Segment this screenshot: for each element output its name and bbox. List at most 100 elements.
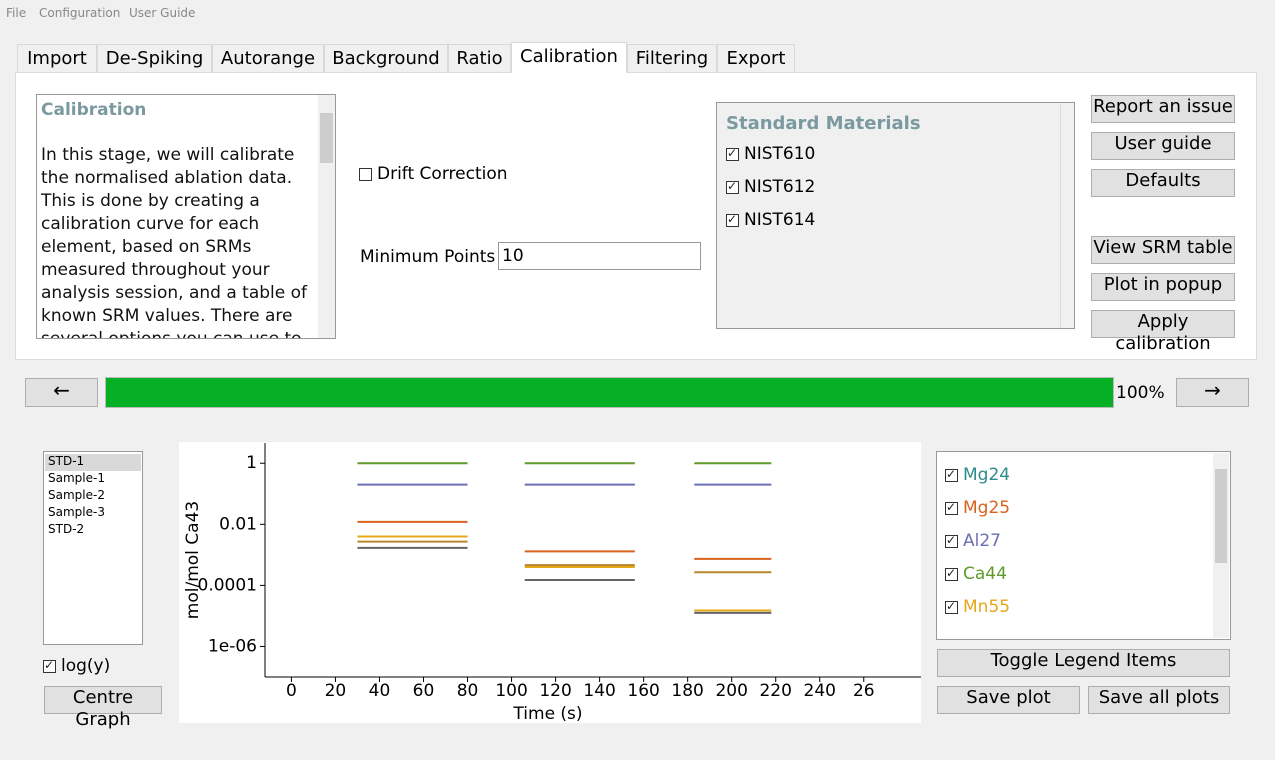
tab[interactable]: Export [717, 44, 795, 72]
button[interactable]: View SRM table [1091, 236, 1235, 264]
help-title: Calibration [41, 100, 147, 120]
legend-label: Al27 [963, 531, 1001, 551]
log-toggle[interactable]: log(y) [43, 656, 110, 676]
y-axis-label: mol/mol Ca43 [183, 501, 203, 619]
drift-correction[interactable]: Drift Correction [359, 164, 508, 184]
x-tick-label: 60 [413, 681, 435, 701]
checkbox[interactable] [945, 599, 958, 614]
checkbox[interactable] [43, 658, 56, 673]
checkbox[interactable] [726, 146, 739, 161]
menu-item[interactable]: User Guide [129, 6, 196, 20]
checkbox-label: Drift Correction [377, 164, 508, 184]
sample-list [43, 451, 143, 645]
x-tick-label: 200 [715, 681, 747, 701]
tab[interactable]: Autorange [212, 44, 324, 72]
legend-item[interactable]: Al27 [945, 531, 1001, 553]
help-text: In this stage, we will calibrate the nor… [41, 145, 308, 339]
legend-label: Mg24 [963, 465, 1011, 485]
scrollbar[interactable] [1213, 453, 1229, 638]
series-line [357, 535, 772, 612]
menu-item[interactable]: File [6, 6, 27, 20]
series-line [357, 546, 772, 614]
button[interactable]: Plot in popup [1091, 273, 1235, 301]
centre-button[interactable]: Centre Graph [44, 686, 162, 730]
checkbox[interactable] [945, 566, 958, 581]
button[interactable]: User guide [1091, 132, 1235, 160]
sample-item[interactable]: STD-1 [45, 454, 141, 471]
x-tick-label: 80 [457, 681, 479, 701]
x-tick-label: 220 [759, 681, 791, 701]
plot-background [179, 442, 921, 723]
progress-label: 100% [1116, 383, 1165, 403]
min-points-label: Minimum Points [360, 247, 496, 267]
scrollbar[interactable] [1060, 104, 1074, 328]
tab[interactable]: Import [17, 44, 97, 72]
checkbox[interactable] [945, 467, 958, 482]
x-tick-label: 180 [671, 681, 703, 701]
srm-item[interactable]: NIST614 [726, 210, 815, 230]
y-tick-label: 0.0001 [198, 575, 257, 595]
y-tick-label: 1 [246, 453, 257, 473]
sample-item[interactable]: Sample-2 [48, 488, 105, 502]
x-tick-label: 140 [583, 681, 615, 701]
tab[interactable]: Calibration [511, 42, 627, 73]
scroll-thumb[interactable] [320, 113, 333, 163]
prev-button[interactable]: ← [25, 378, 98, 407]
checkbox[interactable] [726, 212, 739, 227]
tab[interactable]: De-Spiking [97, 44, 212, 72]
button[interactable]: Report an issue [1091, 95, 1235, 123]
tab[interactable]: Background [324, 44, 448, 72]
button[interactable]: Save all plots [1088, 686, 1230, 714]
scrollbar[interactable] [318, 95, 335, 338]
tab[interactable]: Ratio [448, 44, 511, 72]
srm-box [716, 102, 1075, 329]
button[interactable]: Save plot [937, 686, 1080, 714]
legend-item[interactable]: Ca44 [945, 564, 1007, 586]
progress-bar [106, 378, 1113, 407]
legend-label: Mn55 [963, 597, 1011, 617]
checkbox[interactable] [945, 533, 958, 548]
legend-item[interactable]: Mg25 [945, 498, 1010, 520]
checkbox[interactable] [945, 500, 958, 515]
min-points-input[interactable]: 10 [498, 242, 701, 270]
x-tick-label: 26 [853, 681, 875, 701]
next-button[interactable]: → [1176, 378, 1249, 407]
srm-label: NIST614 [744, 210, 816, 230]
x-axis-label: Time (s) [512, 704, 582, 723]
x-tick-label: 0 [286, 681, 297, 701]
button[interactable]: Defaults [1091, 169, 1235, 197]
checkbox[interactable] [726, 179, 739, 194]
srm-item[interactable]: NIST610 [726, 144, 815, 164]
help-box: Calibration In this stage, we will calib… [36, 94, 336, 339]
y-tick-label: 1e-06 [208, 636, 257, 656]
x-tick-label: 100 [495, 681, 527, 701]
x-tick-label: 120 [539, 681, 571, 701]
sample-item[interactable]: Sample-3 [48, 505, 105, 519]
x-tick-label: 40 [369, 681, 391, 701]
x-tick-label: 160 [627, 681, 659, 701]
button[interactable]: Apply calibration [1091, 310, 1235, 354]
series-line [357, 520, 772, 560]
srm-label: NIST610 [744, 144, 816, 164]
button[interactable]: Toggle Legend Items [937, 649, 1230, 677]
srm-label: NIST612 [744, 177, 816, 197]
sample-item[interactable]: Sample-1 [48, 471, 105, 485]
scroll-thumb[interactable] [1215, 469, 1227, 563]
x-tick-label: 20 [325, 681, 347, 701]
menu-item[interactable]: Configuration [39, 6, 121, 20]
plot: Time (s) mol/mol Ca43 1 0.01 0.0001 1e-06 0 2… [179, 442, 921, 723]
series-line [357, 540, 772, 574]
legend-item[interactable]: Mg24 [945, 465, 1010, 487]
y-tick-label: 0.01 [219, 514, 257, 534]
x-tick-label: 240 [804, 681, 836, 701]
tab[interactable]: Filtering [627, 44, 717, 72]
checkbox[interactable] [359, 167, 372, 181]
checkbox-label: log(y) [61, 656, 111, 676]
legend-item[interactable]: Mn55 [945, 597, 1010, 619]
legend-list [936, 451, 1231, 640]
srm-title: Standard Materials [726, 113, 921, 134]
sample-item[interactable]: STD-2 [48, 522, 85, 536]
legend-label: Ca44 [963, 564, 1007, 584]
srm-item[interactable]: NIST612 [726, 177, 815, 197]
